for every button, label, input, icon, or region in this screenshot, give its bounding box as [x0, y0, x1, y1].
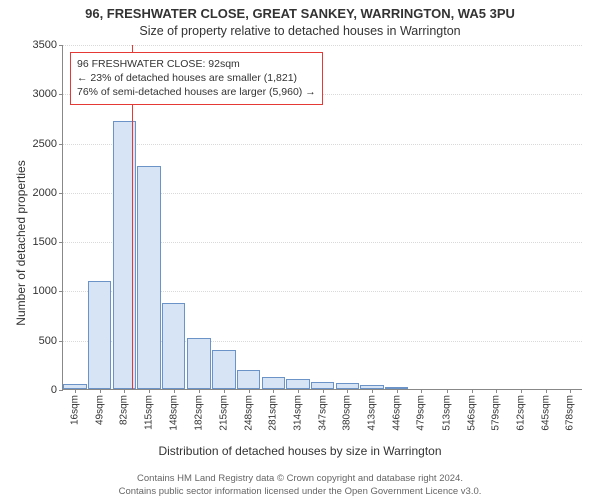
gridline [63, 45, 582, 46]
xtick-label: 380sqm [342, 395, 353, 431]
ytick-label: 0 [51, 384, 57, 396]
xtick-label: 182sqm [194, 395, 205, 431]
annotation-line-3: 76% of semi-detached houses are larger (… [77, 85, 316, 99]
xtick-mark [298, 389, 299, 393]
xtick-label: 347sqm [317, 395, 328, 431]
xtick-label: 82sqm [119, 395, 130, 425]
xtick-mark [447, 389, 448, 393]
xtick-mark [323, 389, 324, 393]
title-address: 96, FRESHWATER CLOSE, GREAT SANKEY, WARR… [0, 6, 600, 21]
ytick-label: 3500 [33, 39, 57, 51]
xtick-label: 281sqm [268, 395, 279, 431]
annotation-line-2: ← 23% of detached houses are smaller (1,… [77, 71, 316, 85]
xtick-mark [570, 389, 571, 393]
chart-area: 050010001500200025003000350016sqm49sqm82… [62, 45, 582, 390]
ytick-label: 500 [39, 335, 57, 347]
xtick-mark [347, 389, 348, 393]
ytick-label: 1500 [33, 236, 57, 248]
ytick-mark [59, 45, 63, 46]
ytick-mark [59, 242, 63, 243]
xtick-label: 546sqm [466, 395, 477, 431]
gridline [63, 144, 582, 145]
bar [88, 281, 111, 389]
xtick-label: 314sqm [292, 395, 303, 431]
xtick-mark [174, 389, 175, 393]
ytick-label: 2000 [33, 187, 57, 199]
xtick-label: 513sqm [441, 395, 452, 431]
x-axis-label: Distribution of detached houses by size … [0, 444, 600, 458]
xtick-label: 115sqm [144, 395, 155, 430]
xtick-label: 148sqm [168, 395, 179, 431]
xtick-mark [546, 389, 547, 393]
bar [262, 377, 285, 389]
bar [137, 166, 160, 389]
y-axis-label: Number of detached properties [14, 78, 28, 243]
title-subtitle: Size of property relative to detached ho… [0, 24, 600, 38]
xtick-label: 612sqm [515, 395, 526, 431]
bar [212, 350, 235, 389]
xtick-mark [421, 389, 422, 393]
ytick-mark [59, 390, 63, 391]
xtick-mark [100, 389, 101, 393]
bar [162, 303, 185, 389]
bar [237, 370, 260, 389]
xtick-mark [521, 389, 522, 393]
ytick-label: 1000 [33, 285, 57, 297]
ytick-mark [59, 193, 63, 194]
annotation-box: 96 FRESHWATER CLOSE: 92sqm ← 23% of deta… [70, 52, 323, 105]
xtick-mark [149, 389, 150, 393]
xtick-mark [199, 389, 200, 393]
ytick-mark [59, 341, 63, 342]
footer-line-2: Contains public sector information licen… [0, 486, 600, 497]
ytick-mark [59, 94, 63, 95]
xtick-label: 479sqm [416, 395, 427, 431]
xtick-label: 49sqm [94, 395, 105, 425]
xtick-label: 215sqm [218, 395, 229, 431]
xtick-mark [273, 389, 274, 393]
annotation-line-1: 96 FRESHWATER CLOSE: 92sqm [77, 57, 316, 71]
xtick-label: 645sqm [540, 395, 551, 431]
xtick-mark [124, 389, 125, 393]
xtick-mark [472, 389, 473, 393]
xtick-label: 413sqm [367, 395, 378, 431]
ytick-label: 3000 [33, 88, 57, 100]
bar [311, 382, 334, 389]
xtick-label: 446sqm [391, 395, 402, 431]
xtick-label: 579sqm [491, 395, 502, 431]
xtick-mark [496, 389, 497, 393]
chart-container: 96, FRESHWATER CLOSE, GREAT SANKEY, WARR… [0, 0, 600, 500]
ytick-label: 2500 [33, 138, 57, 150]
xtick-mark [75, 389, 76, 393]
xtick-mark [397, 389, 398, 393]
bar [286, 379, 309, 389]
xtick-label: 678sqm [565, 395, 576, 431]
ytick-mark [59, 291, 63, 292]
xtick-label: 16sqm [69, 395, 80, 425]
ytick-mark [59, 144, 63, 145]
bar [187, 338, 210, 389]
xtick-mark [372, 389, 373, 393]
xtick-mark [249, 389, 250, 393]
xtick-label: 248sqm [243, 395, 254, 431]
footer-line-1: Contains HM Land Registry data © Crown c… [0, 473, 600, 484]
xtick-mark [224, 389, 225, 393]
